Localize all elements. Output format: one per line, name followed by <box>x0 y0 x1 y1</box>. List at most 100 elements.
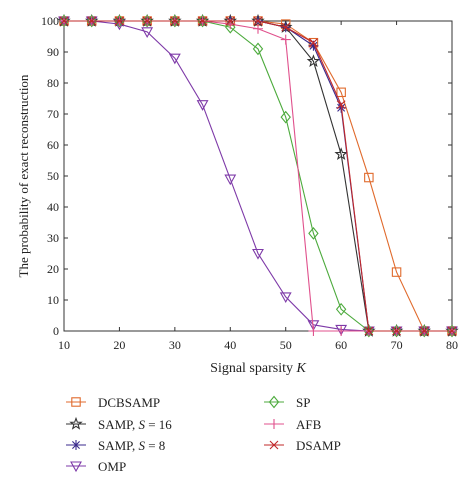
data-point-omp <box>335 324 348 336</box>
data-point-sp <box>114 14 125 28</box>
series-sp <box>58 14 458 338</box>
series-afb <box>59 16 457 336</box>
data-point-omp <box>141 27 154 38</box>
data-point-sp <box>58 14 70 28</box>
data-point-sp <box>141 14 153 28</box>
x-tick-label: 30 <box>169 338 181 352</box>
x-tick-label: 40 <box>224 338 236 352</box>
y-tick-label: 30 <box>47 231 59 245</box>
legend-item-sp: SP <box>264 395 310 410</box>
data-point-omp <box>252 248 264 260</box>
series-dcbsamp <box>59 16 457 336</box>
data-point-omp <box>224 174 237 186</box>
data-point-dsamp <box>419 326 429 336</box>
data-point-dsamp <box>142 16 152 26</box>
data-point-afb <box>253 23 263 34</box>
data-point-omp <box>168 53 181 65</box>
data-point-dsamp <box>170 16 180 26</box>
data-point-sp <box>280 110 291 124</box>
x-axis-label: Signal sparsity K <box>210 361 306 376</box>
data-point-sp <box>335 302 347 316</box>
data-point-dcbsamp <box>391 267 402 277</box>
series-omp <box>58 16 458 338</box>
y-tick-label: 90 <box>47 45 59 59</box>
legend-item-dcbsamp: DCBSAMP <box>66 395 160 410</box>
legend-item-samp-s-8: SAMP, S = 8 <box>66 438 165 453</box>
legend-item-dsamp: DSAMP <box>264 438 341 453</box>
data-point-omp <box>279 292 292 304</box>
data-point-dcbsamp <box>364 172 374 183</box>
series-line-samp-s-8 <box>64 20 452 332</box>
x-tick-label: 20 <box>113 338 125 352</box>
data-point-omp <box>196 100 209 111</box>
data-point-dsamp <box>364 326 374 336</box>
legend-label: SP <box>296 395 310 410</box>
data-point-samp-s-16 <box>306 54 321 68</box>
data-point-sp <box>391 324 402 338</box>
data-point-dsamp <box>447 326 457 336</box>
series-line-dsamp <box>64 20 452 332</box>
series-samp-s-8 <box>59 16 457 336</box>
data-point-samp-s-8 <box>308 40 319 51</box>
y-tick-label: 80 <box>47 76 59 90</box>
legend-swatch-marker <box>71 440 81 450</box>
legend-swatch-marker <box>269 419 279 429</box>
series-line-dcbsamp <box>64 20 452 332</box>
legend-item-omp: OMP <box>66 459 126 474</box>
data-point-dsamp <box>253 16 263 26</box>
y-tick-label: 50 <box>47 169 59 183</box>
legend-swatch-marker <box>268 395 280 409</box>
y-tick-label: 100 <box>41 14 59 28</box>
x-tick-label: 80 <box>446 338 458 352</box>
legend-swatch-marker <box>71 397 81 407</box>
data-point-dsamp <box>336 100 346 110</box>
data-point-sp <box>419 324 430 338</box>
data-point-sp <box>197 14 208 28</box>
data-point-dcbsamp <box>336 87 346 98</box>
data-point-sp <box>363 324 375 338</box>
x-tick-label: 50 <box>280 338 292 352</box>
data-point-omp <box>307 320 320 331</box>
legend-label: DSAMP <box>296 438 341 453</box>
y-tick-label: 0 <box>53 324 59 338</box>
series-layer <box>57 13 459 338</box>
x-tick-label: 70 <box>391 338 403 352</box>
legend-label: OMP <box>98 459 126 474</box>
data-point-dsamp <box>198 16 207 26</box>
series-line-omp <box>64 20 452 332</box>
legend-label: DCBSAMP <box>98 395 160 410</box>
data-point-dsamp <box>115 16 124 26</box>
data-point-dsamp <box>281 22 291 32</box>
y-tick-label: 60 <box>47 138 59 152</box>
data-point-sp <box>86 14 97 28</box>
plot-area <box>63 20 453 332</box>
legend-item-samp-s-16: SAMP, S = 16 <box>66 416 172 432</box>
x-tick-label: 10 <box>58 338 70 352</box>
x-tick-label: 60 <box>335 338 347 352</box>
legend: DCBSAMP SAMP, S = 16 SAMP, S = 8 OMP SP AFB DS… <box>66 395 341 474</box>
data-point-sp <box>308 226 319 240</box>
x-axis: 10 20 30 40 50 60 70 80 <box>58 21 458 352</box>
legend-swatch-marker <box>269 440 279 450</box>
data-point-dsamp <box>225 16 235 26</box>
y-axis: 0 10 20 30 40 50 60 70 80 90 100 <box>41 14 452 338</box>
legend-label: AFB <box>296 417 322 432</box>
plot-border <box>63 20 453 332</box>
series-line-samp-s-16 <box>64 20 452 332</box>
data-point-dsamp <box>309 38 318 48</box>
y-tick-label: 10 <box>47 293 59 307</box>
data-point-afb <box>280 34 291 45</box>
legend-swatch-marker <box>69 416 83 430</box>
y-axis-label: The probability of exact reconstruction <box>16 74 31 277</box>
y-tick-label: 70 <box>47 107 59 121</box>
data-point-afb <box>308 326 319 336</box>
series-line-sp <box>64 20 452 332</box>
series-samp-s-16 <box>57 13 459 337</box>
legend-swatch-marker <box>70 461 82 473</box>
data-point-dsamp <box>392 326 401 336</box>
series-line-afb <box>64 20 452 332</box>
data-point-afb <box>336 326 347 336</box>
data-point-sp <box>252 42 264 56</box>
legend-label: SAMP, S = 16 <box>98 417 172 432</box>
